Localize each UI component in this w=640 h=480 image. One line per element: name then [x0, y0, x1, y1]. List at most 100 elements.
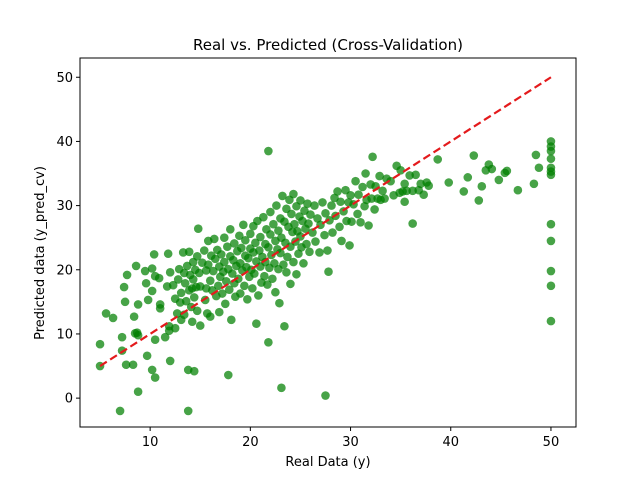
data-point	[271, 287, 280, 297]
data-point	[494, 175, 504, 185]
data-point	[180, 278, 190, 288]
data-point	[370, 205, 379, 214]
data-point	[154, 273, 164, 283]
data-point	[321, 209, 330, 218]
data-point	[327, 201, 336, 210]
data-point	[240, 281, 249, 291]
data-point	[408, 219, 417, 228]
data-point	[275, 298, 284, 308]
data-point	[264, 337, 273, 347]
data-point	[236, 289, 245, 298]
data-point	[244, 253, 253, 263]
x-tick-label: 10	[142, 435, 159, 450]
data-point	[292, 269, 301, 279]
data-point	[192, 251, 202, 261]
data-point	[147, 264, 157, 273]
data-point	[402, 186, 411, 196]
data-point	[254, 291, 263, 300]
data-point	[176, 288, 186, 298]
data-point	[172, 309, 182, 318]
data-point	[546, 219, 556, 229]
data-point	[324, 267, 333, 277]
data-point	[315, 248, 324, 257]
data-point	[279, 260, 288, 269]
data-point	[361, 169, 370, 178]
data-point	[546, 154, 556, 164]
data-point	[502, 166, 512, 176]
data-point	[264, 243, 273, 252]
data-point	[133, 300, 143, 309]
data-point	[187, 317, 197, 327]
data-point	[228, 269, 237, 278]
data-point	[150, 373, 160, 382]
data-point	[225, 285, 234, 294]
y-axis-ticks: 0 10 20 30 40 50	[56, 71, 80, 407]
data-point	[469, 151, 479, 160]
data-point	[120, 297, 130, 307]
x-tick-label: 50	[543, 435, 560, 450]
data-point	[219, 257, 229, 267]
data-point	[411, 170, 420, 180]
data-point	[213, 281, 223, 291]
y-tick-label: 40	[56, 135, 73, 150]
data-point	[155, 303, 165, 313]
data-point	[192, 306, 202, 316]
data-point	[290, 219, 299, 229]
y-tick-label: 50	[56, 71, 73, 86]
x-tick-label: 30	[342, 435, 359, 450]
data-point	[368, 152, 377, 162]
axes-frame	[79, 57, 577, 428]
data-point	[358, 182, 367, 192]
data-point	[351, 176, 360, 186]
data-point	[318, 198, 327, 207]
data-point	[286, 279, 295, 289]
data-point	[268, 274, 277, 284]
data-point	[546, 281, 556, 291]
data-point	[264, 146, 273, 156]
data-point	[214, 307, 224, 317]
data-point	[546, 236, 556, 246]
data-point	[280, 321, 289, 331]
x-axis-label: Real Data (y)	[285, 455, 370, 470]
data-point	[239, 220, 248, 230]
data-point	[224, 370, 233, 380]
data-point	[400, 179, 409, 189]
data-point	[168, 280, 178, 290]
data-point	[194, 268, 204, 278]
data-point	[305, 247, 314, 257]
data-point	[303, 199, 312, 208]
data-point	[546, 146, 556, 156]
data-point	[474, 196, 484, 205]
data-point	[246, 229, 255, 239]
data-point	[346, 191, 355, 200]
data-point	[147, 365, 157, 375]
y-tick-label: 30	[56, 199, 73, 214]
data-point	[147, 286, 157, 296]
data-point	[243, 294, 252, 304]
data-point	[269, 219, 278, 229]
data-point	[487, 164, 497, 174]
x-axis-ticks: 10 20 30 40 50	[142, 427, 559, 450]
data-point	[133, 387, 143, 397]
data-point	[311, 237, 320, 246]
data-point	[170, 323, 180, 333]
data-point	[310, 201, 319, 210]
y-tick-label: 20	[56, 263, 73, 278]
data-point	[142, 351, 152, 361]
data-point	[380, 194, 389, 203]
data-point	[250, 269, 259, 278]
reference-line	[99, 76, 552, 367]
data-point	[183, 406, 193, 416]
data-point	[546, 266, 556, 276]
data-point	[237, 243, 246, 253]
data-point	[534, 163, 544, 173]
data-point	[336, 197, 345, 207]
data-point	[209, 234, 219, 244]
data-point	[115, 406, 125, 416]
data-point	[184, 247, 194, 257]
data-point	[444, 178, 454, 187]
data-point	[531, 150, 541, 160]
data-point	[189, 293, 199, 302]
data-point	[188, 275, 198, 284]
